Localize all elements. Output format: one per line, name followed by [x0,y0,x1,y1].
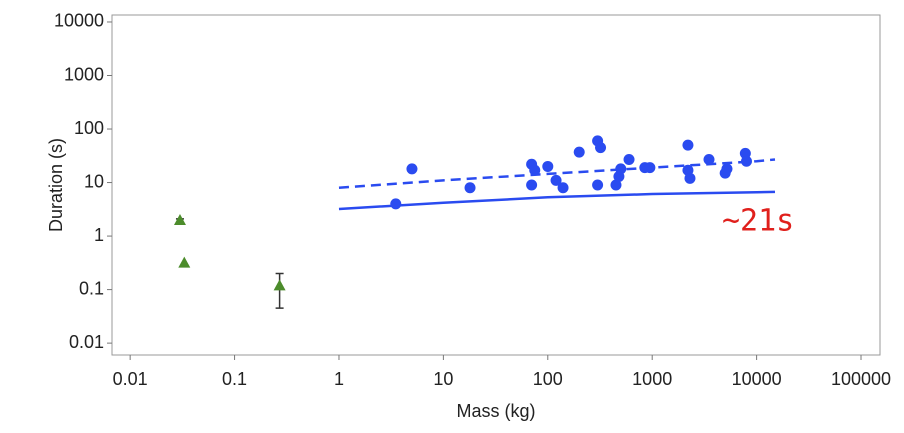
y-tick-label: 1 [94,225,104,245]
x-tick-label: 10000 [732,369,782,389]
data-point [464,182,476,194]
x-tick-label: 1000 [632,369,672,389]
x-tick-label: 100000 [831,369,891,389]
plot-frame [111,14,881,356]
data-point [390,198,402,210]
data-point [703,153,715,165]
data-point [529,164,541,176]
x-tick-label: 10 [433,369,453,389]
data-point [542,160,554,172]
x-axis-label: Mass (kg) [456,401,535,421]
x-tick-label: 1 [334,369,344,389]
annotation: ~21s [722,204,794,239]
data-point [573,146,585,158]
data-point [595,142,607,154]
y-tick-label: 0.1 [79,278,104,298]
data-point [592,179,604,191]
data-point [273,279,286,291]
data-point [406,163,418,175]
y-tick-label: 0.01 [69,332,104,352]
error-bar [275,272,284,309]
data-point [623,153,635,165]
y-axis-label: Duration (s) [46,138,66,232]
y-tick-label: 10 [84,171,104,191]
data-point [682,139,694,151]
solid-line [338,190,776,211]
y-tick-label: 100 [74,118,104,138]
data-point [526,179,538,191]
x-tick-label: 0.1 [222,369,247,389]
data-point [721,163,733,175]
dashed-line [338,158,776,189]
x-tick-label: 0.01 [113,369,148,389]
y-tick-label: 10000 [54,11,104,31]
y-tick-label: 1000 [64,64,104,84]
x-tick-label: 100 [533,369,563,389]
data-point [550,174,562,186]
data-point [557,182,569,194]
data-point [615,163,627,175]
data-point [610,179,622,191]
data-point [173,213,186,225]
data-point [684,172,696,184]
data-point [178,256,191,268]
